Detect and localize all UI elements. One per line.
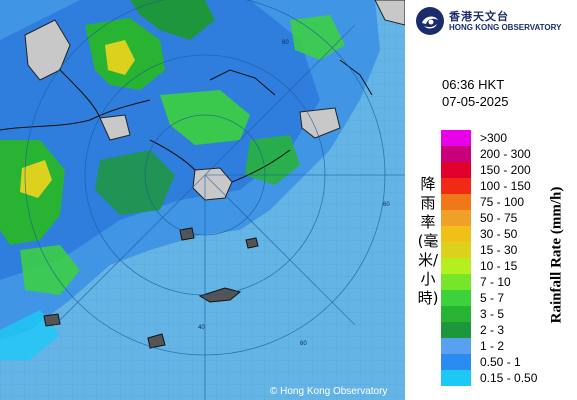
legend-row: 3 - 5 bbox=[441, 306, 551, 322]
legend-label: 0.15 - 0.50 bbox=[480, 371, 538, 385]
legend-swatch bbox=[441, 370, 471, 386]
legend-row: 100 - 150 bbox=[441, 178, 551, 194]
rain-green-top-b bbox=[130, 0, 215, 40]
legend-row: 15 - 30 bbox=[441, 242, 551, 258]
rain-yellow-left bbox=[20, 160, 52, 198]
hko-logo-icon bbox=[416, 7, 444, 35]
timestamp-time: 06:36 HKT bbox=[442, 77, 505, 92]
rain-green-lower bbox=[20, 245, 80, 295]
legend-label: 7 - 10 bbox=[480, 275, 511, 289]
legend-swatch bbox=[441, 178, 471, 194]
rain-green-center bbox=[95, 150, 175, 215]
legend-row: >300 bbox=[441, 130, 551, 146]
legend-label: 3 - 5 bbox=[480, 307, 505, 321]
legend-row: 75 - 100 bbox=[441, 194, 551, 210]
legend-label: 200 - 300 bbox=[480, 147, 531, 161]
range-label: 60 bbox=[383, 202, 390, 208]
range-label: 40 bbox=[198, 325, 205, 331]
legend-label: 150 - 200 bbox=[480, 163, 531, 177]
legend-row: 0.15 - 0.50 bbox=[441, 370, 551, 386]
legend-row: 5 - 7 bbox=[441, 290, 551, 306]
legend-swatch bbox=[441, 210, 471, 226]
timestamp-date: 07-05-2025 bbox=[442, 94, 509, 109]
legend-title-en: Rainfall Rate (mm/h) bbox=[548, 186, 565, 324]
island bbox=[245, 237, 259, 249]
coastline bbox=[0, 59, 373, 183]
legend-label: 5 - 7 bbox=[480, 291, 505, 305]
legend-row: 10 - 15 bbox=[441, 258, 551, 274]
legend-label: >300 bbox=[480, 131, 508, 145]
land-ne bbox=[374, 0, 405, 26]
rain-yellow-top bbox=[105, 40, 135, 75]
copyright-text: © Hong Kong Observatory bbox=[270, 386, 387, 397]
radar-map: 60 60 60 40 © Hong Kong Observatory bbox=[0, 0, 405, 400]
land-east bbox=[299, 107, 341, 139]
legend-label: 75 - 100 bbox=[480, 195, 525, 209]
land-nw bbox=[99, 114, 131, 141]
legend-swatch bbox=[441, 130, 471, 146]
island bbox=[198, 287, 242, 303]
legend-swatch bbox=[441, 242, 471, 258]
legend-title-cn: 降雨率(毫米/小時) bbox=[417, 175, 439, 307]
legend-label: 100 - 150 bbox=[480, 179, 531, 193]
legend-row: 1 - 2 bbox=[441, 338, 551, 354]
island bbox=[43, 313, 61, 327]
rainfall-legend: >300 200 - 300 150 - 200 100 - 150 75 - 100 5… bbox=[441, 130, 551, 386]
range-rings bbox=[24, 0, 405, 400]
legend-swatch bbox=[441, 274, 471, 290]
legend-label: 0.50 - 1 bbox=[480, 355, 521, 369]
legend-label: 10 - 15 bbox=[480, 259, 518, 273]
range-label: 60 bbox=[300, 341, 307, 347]
legend-swatch bbox=[441, 354, 471, 370]
legend-swatch bbox=[441, 338, 471, 354]
legend-row: 200 - 300 bbox=[441, 146, 551, 162]
legend-row: 2 - 3 bbox=[441, 322, 551, 338]
legend-label: 1 - 2 bbox=[480, 339, 505, 353]
legend-row: 50 - 75 bbox=[441, 210, 551, 226]
logo-cn-text: 香港天文台 bbox=[449, 9, 509, 23]
legend-swatch bbox=[441, 194, 471, 210]
logo-en-text: HONG KONG OBSERVATORY bbox=[449, 22, 562, 32]
legend-row: 7 - 10 bbox=[441, 274, 551, 290]
legend-swatch bbox=[441, 290, 471, 306]
legend-label: 2 - 3 bbox=[480, 323, 505, 337]
legend-swatch bbox=[441, 258, 471, 274]
island bbox=[147, 333, 166, 349]
legend-swatch bbox=[441, 162, 471, 178]
info-panel: 香港天文台 HONG KONG OBSERVATORY 06:36 HKT 07… bbox=[405, 0, 577, 400]
legend-row: 150 - 200 bbox=[441, 162, 551, 178]
legend-swatch bbox=[441, 146, 471, 162]
range-label: 60 bbox=[282, 40, 289, 46]
legend-row: 0.50 - 1 bbox=[441, 354, 551, 370]
rain-green-mid bbox=[160, 90, 250, 145]
rain-lighter-area bbox=[0, 0, 320, 280]
hko-logo: 香港天文台 HONG KONG OBSERVATORY bbox=[415, 6, 561, 36]
legend-swatch bbox=[441, 306, 471, 322]
legend-swatch bbox=[441, 322, 471, 338]
timestamp: 06:36 HKT 07-05-2025 bbox=[442, 76, 509, 110]
legend-row: 30 - 50 bbox=[441, 226, 551, 242]
legend-title-en-wrap: Rainfall Rate (mm/h) bbox=[545, 125, 569, 385]
island bbox=[179, 227, 195, 241]
legend-label: 30 - 50 bbox=[480, 227, 518, 241]
legend-label: 15 - 30 bbox=[480, 243, 518, 257]
legend-label: 50 - 75 bbox=[480, 211, 518, 225]
legend-swatch bbox=[441, 226, 471, 242]
